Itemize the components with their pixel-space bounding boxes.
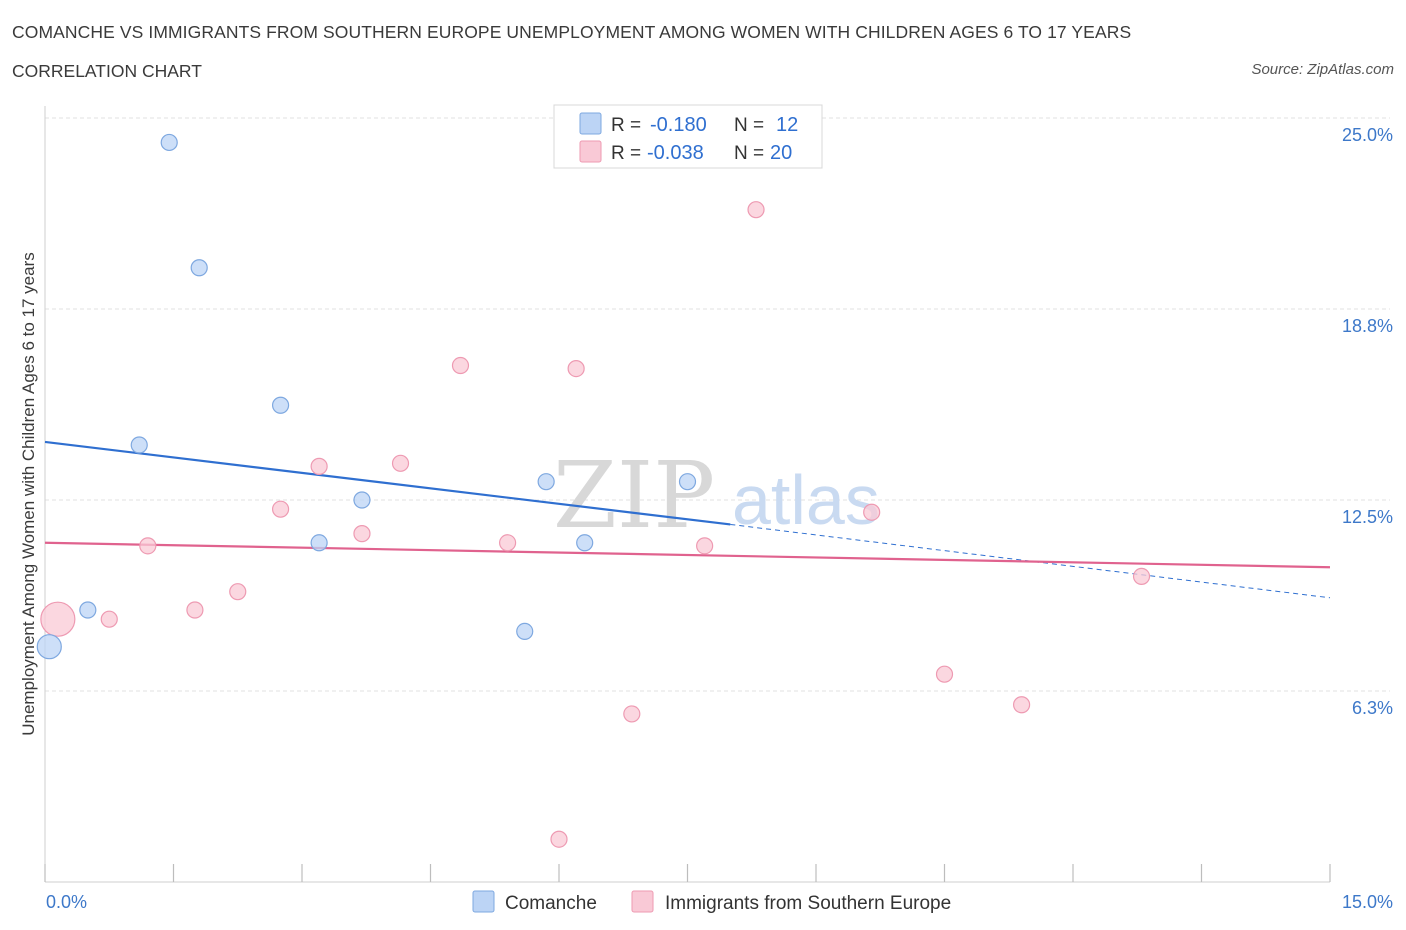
axes — [44, 106, 1331, 883]
data-point-comanche-11 — [678, 473, 697, 491]
data-point-immigrants-3 — [186, 601, 204, 619]
data-points — [36, 133, 1151, 848]
data-point-immigrants-1 — [100, 610, 118, 628]
legend-r-label-comanche: R = — [611, 115, 641, 136]
data-point-immigrants-14 — [696, 537, 714, 555]
chart-source: Source: ZipAtlas.com — [1251, 61, 1394, 78]
trend-line-comanche-extension — [730, 523, 1331, 599]
data-point-immigrants-16 — [863, 503, 881, 521]
data-point-comanche-2 — [130, 436, 148, 454]
data-point-immigrants-5 — [271, 500, 290, 518]
series-legend-swatch-immigrants — [631, 890, 654, 913]
watermark-zip: ZIP — [553, 442, 715, 549]
x-tick-label-0: 0.0% — [46, 892, 87, 912]
legend-swatch-comanche — [579, 112, 602, 135]
y-axis-title: Unemployment Among Women with Children A… — [19, 252, 38, 736]
y-tick-labels: 6.3% 12.5% 18.8% 25.0% — [1342, 125, 1393, 718]
data-point-comanche-1 — [79, 601, 97, 619]
trend-line-immigrants — [44, 541, 1331, 569]
data-point-immigrants-7 — [353, 525, 371, 543]
legend-n-label-comanche: N = — [734, 115, 764, 136]
watermark-atlas: atlas — [732, 461, 880, 539]
legend-r-value-immigrants: -0.038 — [647, 142, 704, 164]
watermark: ZIP atlas — [553, 442, 880, 549]
legend-swatch-immigrants — [579, 140, 602, 163]
trend-lines — [44, 440, 1331, 599]
data-point-comanche-4 — [190, 259, 208, 277]
data-point-immigrants-8 — [391, 454, 410, 472]
data-point-immigrants-9 — [451, 356, 470, 375]
x-tick-label-1: 15.0% — [1342, 892, 1393, 912]
series-legend-label-immigrants: Immigrants from Southern Europe — [665, 893, 951, 914]
data-point-immigrants-17 — [935, 665, 954, 683]
data-point-comanche-3 — [160, 133, 178, 152]
grid-lines — [45, 117, 1390, 692]
series-legend-swatch-comanche — [472, 890, 495, 913]
legend-n-value-immigrants: 20 — [770, 142, 792, 164]
legend-r-value-comanche: -0.180 — [650, 114, 707, 136]
data-point-comanche-10 — [576, 534, 594, 552]
data-point-comanche-9 — [537, 473, 555, 491]
data-point-immigrants-0 — [40, 601, 76, 637]
legend-r-label-immigrants: R = — [611, 143, 641, 164]
trend-line-comanche — [44, 440, 731, 526]
x-tick-labels: 0.0% 15.0% — [46, 892, 1393, 912]
data-point-immigrants-13 — [623, 705, 641, 723]
data-point-immigrants-6 — [310, 457, 328, 475]
correlation-legend: R = -0.180 N = 12 R = -0.038 N = 20 — [553, 104, 823, 169]
data-point-immigrants-2 — [139, 537, 157, 555]
y-tick-label-1: 12.5% — [1342, 507, 1393, 527]
data-point-comanche-6 — [310, 534, 328, 552]
legend-n-label-immigrants: N = — [734, 143, 764, 164]
data-point-comanche-8 — [516, 622, 534, 641]
chart-title: COMANCHE VS IMMIGRANTS FROM SOUTHERN EUR… — [12, 22, 1132, 42]
legend-n-value-comanche: 12 — [776, 114, 798, 136]
data-point-immigrants-12 — [567, 359, 585, 378]
data-point-immigrants-15 — [747, 201, 765, 219]
series-legend: Comanche Immigrants from Southern Europe — [472, 890, 951, 914]
y-tick-label-3: 25.0% — [1342, 125, 1393, 145]
data-point-immigrants-18 — [1012, 696, 1031, 714]
data-point-comanche-0 — [36, 634, 62, 660]
data-point-immigrants-10 — [499, 534, 517, 552]
chart-subtitle: CORRELATION CHART — [12, 61, 202, 81]
data-point-immigrants-4 — [229, 583, 247, 601]
data-point-immigrants-19 — [1132, 567, 1151, 586]
data-point-comanche-5 — [271, 396, 290, 414]
y-tick-label-2: 18.8% — [1342, 316, 1393, 336]
series-legend-label-comanche: Comanche — [505, 893, 597, 914]
data-point-immigrants-11 — [550, 830, 568, 848]
data-point-comanche-7 — [353, 491, 371, 509]
y-tick-label-0: 6.3% — [1352, 698, 1393, 718]
